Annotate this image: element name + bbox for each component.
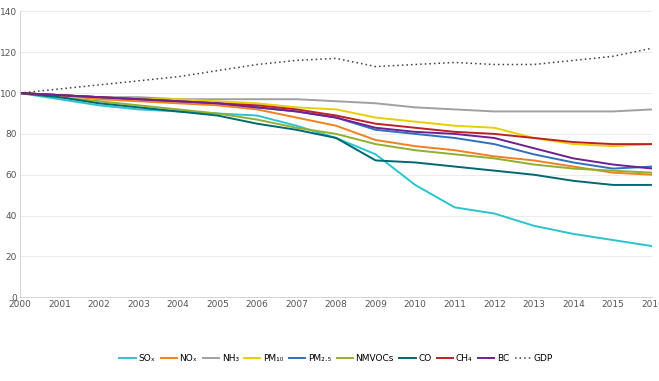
Legend: SOₓ, NOₓ, NH₃, PM₁₀, PM₂.₅, NMVOCs, CO, CH₄, BC, GDP: SOₓ, NOₓ, NH₃, PM₁₀, PM₂.₅, NMVOCs, CO, …: [116, 350, 556, 367]
